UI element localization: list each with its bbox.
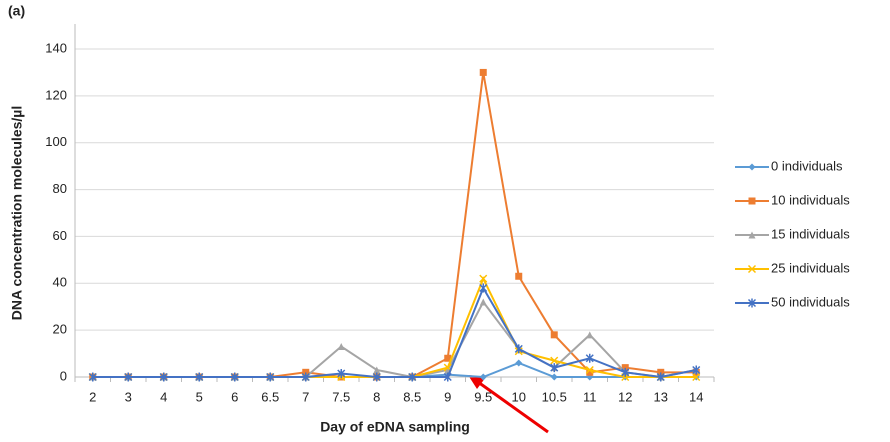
marker [657,368,665,376]
legend-entry: 15 individuals [735,226,850,241]
legend-entry: 0 individuals [735,158,843,173]
marker [88,372,97,382]
marker [692,372,701,382]
x-tick-label: 5 [196,389,203,404]
x-tick-label: 8 [373,389,380,404]
panel-label: (a) [8,3,25,19]
marker [748,231,756,239]
x-tick-label: 2 [89,389,96,404]
legend-label: 0 individuals [771,158,843,173]
marker [373,366,381,374]
marker [302,368,310,376]
series-line [92,300,697,379]
marker [515,272,523,280]
marker [372,372,381,382]
marker [337,343,345,351]
marker [586,368,594,376]
marker [266,372,275,382]
marker [586,331,594,339]
legend-label: 50 individuals [771,294,850,309]
marker [479,373,487,381]
x-tick-label: 12 [618,389,632,404]
series-line [92,72,697,378]
marker [479,274,488,283]
y-tick-label: 0 [60,368,67,383]
legend-label: 15 individuals [771,226,850,241]
marker [550,331,558,339]
marker [514,344,523,354]
x-tick-label: 6 [231,389,238,404]
marker [408,372,417,382]
marker [621,367,630,377]
marker [515,359,523,367]
x-tick-label: 9 [444,389,451,404]
marker [692,365,701,375]
marker [748,163,756,171]
marker [747,264,757,274]
marker [337,368,346,378]
marker [124,372,133,382]
x-tick-label: 10.5 [542,389,567,404]
y-tick-label: 120 [45,87,67,102]
x-tick-label: 9.5 [474,389,492,404]
marker [159,372,168,382]
marker [550,373,558,381]
y-tick-label: 40 [53,275,67,290]
y-axis-label: DNA concentration molecules/µl [9,106,25,320]
marker [479,283,488,293]
marker [550,363,559,373]
marker [550,356,559,365]
legend-label: 10 individuals [771,192,850,207]
series-line [92,276,697,378]
marker [443,372,452,382]
marker [444,354,452,362]
legend-entry: 50 individuals [735,294,850,309]
arrow-shaft [477,380,549,434]
x-tick-label: 10 [512,389,526,404]
marker [479,68,487,76]
marker [621,364,629,372]
x-tick-label: 3 [125,389,132,404]
legend-entry: 10 individuals [735,192,850,207]
x-tick-label: 8.5 [403,389,421,404]
y-tick-label: 140 [45,40,67,55]
marker [585,353,594,363]
series-line [92,285,697,379]
marker [301,372,310,382]
marker [479,298,487,306]
marker [585,365,594,375]
x-axis-label: Day of eDNA sampling [320,419,470,435]
x-tick-label: 4 [160,389,167,404]
marker [195,372,204,382]
y-tick-label: 80 [53,181,67,196]
y-tick-label: 100 [45,134,67,149]
x-tick-label: 11 [583,389,597,404]
y-tick-label: 60 [53,228,67,243]
x-tick-label: 7 [302,389,309,404]
marker [230,372,239,382]
marker [747,298,757,308]
legend-entry: 25 individuals [735,260,850,275]
y-tick-label: 20 [53,322,67,337]
x-tick-label: 14 [689,389,703,404]
x-tick-label: 7.5 [332,389,350,404]
marker [748,197,756,205]
legend-label: 25 individuals [771,260,850,275]
x-tick-label: 6.5 [261,389,279,404]
x-tick-label: 13 [654,389,668,404]
marker [656,372,665,382]
